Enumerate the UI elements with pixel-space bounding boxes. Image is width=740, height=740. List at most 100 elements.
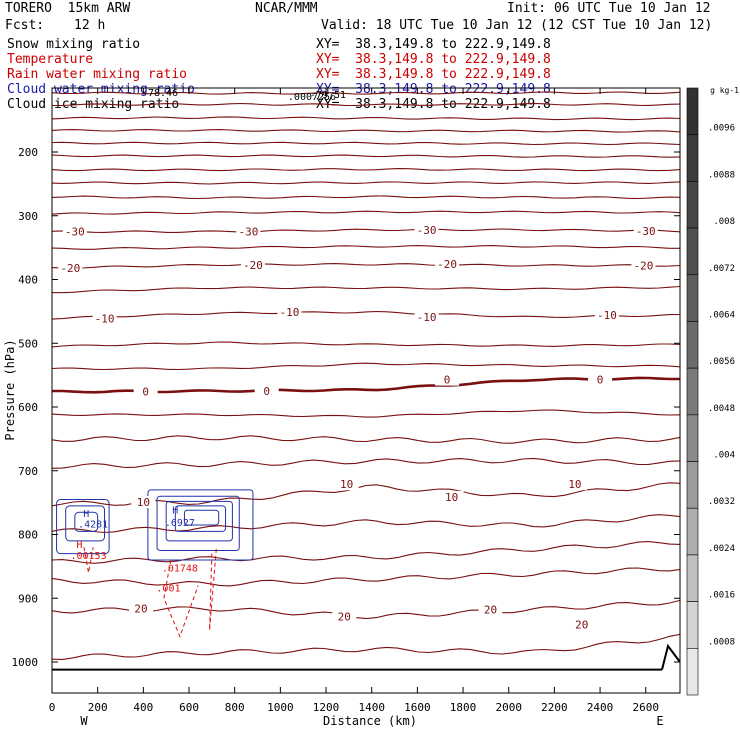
x-tick-label: 600 [179, 701, 199, 714]
colorbar-label: .0024 [708, 544, 735, 554]
colorbar-label: .0056 [708, 357, 735, 367]
field-row: Snow mixing ratio XY= 38.3,149.8 to 222.9… [7, 37, 567, 52]
colorbar-label: .0008 [708, 637, 735, 647]
cloud-contour [56, 498, 110, 555]
valid-label: Valid: 18 UTC Tue 10 Jan 12 (12 CST Tue … [321, 18, 713, 33]
isotherm [51, 541, 681, 564]
y-tick-label: 800 [18, 529, 38, 542]
label-bg [332, 610, 357, 623]
model-label: TORERO 15km ARW [5, 1, 131, 16]
field-xy: XY= 38.3,149.8 to 222.9,149.8 [316, 52, 551, 67]
org-label: NCAR/MMM [255, 1, 318, 16]
x-tick-label: 0 [49, 701, 56, 714]
x-tick-label: 2600 [632, 701, 659, 714]
isotherm [51, 228, 681, 233]
colorbar-swatch [686, 414, 699, 462]
label-bg [277, 306, 302, 319]
colorbar-swatch [686, 367, 699, 416]
field-name: Cloud ice mixing ratio [7, 97, 180, 112]
colorbar-label: .0048 [708, 404, 735, 414]
x-tick-label: 2400 [587, 701, 614, 714]
isotherm-label: 0 [263, 385, 270, 398]
isotherm [51, 154, 681, 158]
y-tick-label: 300 [18, 210, 38, 223]
field-xy: XY= 38.3,149.8 to 222.9,149.8 [316, 67, 551, 82]
label-bg [240, 258, 265, 271]
isotherm-label: 20 [338, 611, 351, 624]
label-bg [133, 385, 158, 398]
colorbar-swatch [686, 648, 699, 696]
colorbar-label: .0088 [708, 170, 735, 180]
field-point-label: H [76, 540, 82, 551]
isotherm [51, 341, 681, 348]
rain-water-contours [83, 547, 217, 638]
cloud-contour [174, 505, 227, 532]
field-point-label: H [172, 506, 178, 517]
x-tick-label: 2000 [495, 701, 522, 714]
colorbar-swatch [686, 321, 699, 369]
colorbar-swatch [686, 87, 699, 135]
field-name: Rain water mixing ratio [7, 67, 188, 82]
isotherm-label: -30 [65, 226, 85, 239]
temperature-contours [51, 91, 681, 671]
isotherm-label: 20 [484, 604, 497, 617]
field-point-label: .6927 [165, 518, 195, 529]
isotherm-label: -10 [597, 309, 617, 322]
colorbar-swatch [686, 134, 699, 182]
x-tick-label: 800 [225, 701, 245, 714]
y-tick-label: 1000 [12, 656, 39, 669]
isotherm [51, 129, 681, 133]
isotherm-label: 0 [597, 374, 604, 387]
contour-labels: -30 -30 -30 -30 -20 -20 -20 -20 -10 -10 -10 -10 0 0 0 0… [58, 88, 658, 631]
field-row: Rain water mixing ratio XY= 38.3,149.8 to… [7, 67, 567, 82]
isotherm [51, 263, 681, 269]
plot-frame [51, 87, 681, 694]
isotherm [51, 195, 681, 200]
cloud-contour [183, 509, 220, 526]
label-bg [633, 225, 658, 238]
field-point-label: .4281 [78, 520, 108, 531]
label-bg [334, 478, 359, 491]
label-bg [58, 262, 83, 275]
y-tick-label: 200 [18, 146, 38, 159]
cloud-contour [65, 505, 106, 542]
colorbar-label: .004 [713, 451, 735, 461]
y-tick-label: 400 [18, 274, 38, 287]
x-axis-label: Distance (km) [323, 714, 417, 728]
colorbar: .0096 .0088 .008 .0072 .0064 .0056 .0048 .004 .0… [686, 86, 739, 696]
label-bg [594, 309, 619, 322]
y-tick-label: 700 [18, 465, 38, 478]
max-value-label: .0007256 [288, 92, 336, 103]
field-name: Snow mixing ratio [7, 37, 141, 52]
colorbar-swatch [686, 181, 699, 229]
isotherm [51, 181, 681, 185]
isotherm [51, 362, 681, 371]
isotherm [51, 514, 681, 534]
label-bg [129, 602, 154, 615]
label-bg [588, 373, 613, 386]
isotherm-label: -10 [417, 311, 437, 324]
field-legend: Snow mixing ratio XY= 38.3,149.8 to 222.9… [7, 37, 567, 112]
label-bg [254, 385, 279, 398]
label-bg [478, 603, 503, 616]
colorbar-label: .0072 [708, 264, 735, 274]
label-bg [414, 223, 439, 236]
y-axis-label: Pressure (hPa) [3, 339, 17, 440]
label-bg [236, 225, 261, 238]
rain-contour [163, 559, 199, 638]
isotherm [51, 435, 681, 444]
field-row: Temperature XY= 38.3,149.8 to 222.9,149.8 [7, 52, 567, 67]
isotherm [51, 457, 681, 469]
field-point-label: .00153 [70, 551, 106, 562]
colorbar-label: .008 [713, 217, 735, 227]
axes: 0 200 400 600 800 1000 1200 1400 1600 1800 2000 220… [3, 87, 681, 728]
rain-contour [83, 547, 94, 573]
isotherm-label: -20 [634, 259, 654, 272]
colorbar-label: .0016 [708, 591, 735, 601]
label-bg [131, 495, 156, 508]
y-tick-label: 500 [18, 337, 38, 350]
isotherm-label: -30 [238, 226, 258, 239]
colorbar-label: .0032 [708, 497, 735, 507]
cloud-contour [74, 511, 99, 532]
isotherm-label: -10 [280, 306, 300, 319]
